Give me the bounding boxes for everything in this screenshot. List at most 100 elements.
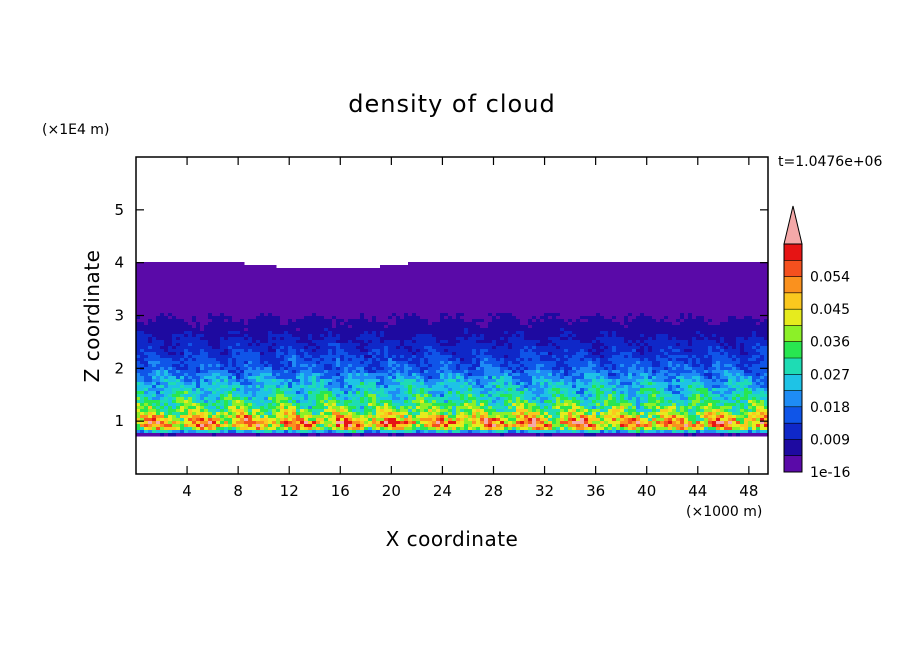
density-cell (180, 349, 185, 353)
density-cell (572, 328, 577, 332)
density-cell (436, 334, 441, 338)
density-cell (556, 340, 561, 344)
density-cell (140, 334, 145, 338)
density-cell (372, 322, 377, 326)
density-cell (216, 271, 221, 275)
density-cell (340, 343, 345, 347)
density-cell (268, 328, 273, 332)
density-cell (292, 280, 297, 284)
density-cell (196, 286, 201, 290)
density-cell (324, 346, 329, 350)
density-cell (316, 301, 321, 305)
density-cell (200, 280, 205, 284)
density-cell (728, 334, 733, 338)
density-cell (180, 283, 185, 287)
density-cell (248, 274, 253, 278)
density-cell (468, 274, 473, 278)
density-cell (296, 310, 301, 314)
density-cell (372, 328, 377, 332)
density-cell (180, 301, 185, 305)
density-cell (256, 268, 261, 272)
density-cell (428, 343, 433, 347)
density-cell (608, 304, 613, 308)
density-cell (480, 301, 485, 305)
density-cell (224, 319, 229, 323)
density-cell (216, 268, 221, 272)
density-cell (432, 262, 437, 266)
density-cell (452, 325, 457, 329)
density-cell (544, 331, 549, 335)
density-cell (152, 298, 157, 302)
density-cell (736, 280, 741, 284)
density-cell (380, 265, 385, 269)
density-cell (680, 310, 685, 314)
density-cell (744, 331, 749, 335)
density-cell (464, 268, 469, 272)
density-cell (644, 298, 649, 302)
density-cell (388, 304, 393, 308)
density-cell (712, 349, 717, 353)
density-cell (680, 316, 685, 320)
density-cell (440, 325, 445, 329)
density-cell (440, 331, 445, 335)
density-cell (276, 355, 281, 359)
density-cell (652, 346, 657, 350)
density-cell (304, 328, 309, 332)
density-cell (660, 271, 665, 275)
density-cell (504, 289, 509, 293)
density-cell (708, 340, 713, 344)
density-cell (148, 268, 153, 272)
density-cell (460, 352, 465, 356)
density-cell (292, 283, 297, 287)
density-cell (244, 310, 249, 314)
density-cell (168, 331, 173, 335)
density-cell (508, 310, 513, 314)
density-cell (388, 280, 393, 284)
density-cell (580, 352, 585, 356)
density-cell (328, 343, 333, 347)
density-cell (612, 271, 617, 275)
density-cell (688, 355, 693, 359)
density-cell (224, 331, 229, 335)
density-cell (184, 337, 189, 341)
density-cell (292, 355, 297, 359)
density-cell (260, 313, 265, 317)
density-cell (228, 301, 233, 305)
density-cell (624, 322, 629, 326)
density-cell (176, 292, 181, 296)
density-cell (692, 274, 697, 278)
density-cell (180, 292, 185, 296)
density-cell (200, 292, 205, 296)
density-cell (236, 355, 241, 359)
density-cell (664, 343, 669, 347)
density-cell (520, 274, 525, 278)
density-cell (664, 334, 669, 338)
density-cell (420, 280, 425, 284)
density-cell (276, 310, 281, 314)
density-cell (480, 349, 485, 353)
density-cell (584, 331, 589, 335)
density-cell (376, 289, 381, 293)
density-cell (668, 328, 673, 332)
density-cell (196, 265, 201, 269)
density-cell (432, 316, 437, 320)
density-cell (732, 337, 737, 341)
density-cell (156, 340, 161, 344)
density-cell (448, 295, 453, 299)
density-cell (152, 325, 157, 329)
density-cell (736, 319, 741, 323)
density-cell (172, 271, 177, 275)
density-cell (160, 301, 165, 305)
density-cell (704, 301, 709, 305)
density-cell (476, 307, 481, 311)
density-cell (624, 271, 629, 275)
density-cell (696, 337, 701, 341)
density-cell (160, 346, 165, 350)
density-cell (636, 343, 641, 347)
density-cell (536, 340, 541, 344)
density-cell (448, 328, 453, 332)
density-cell (696, 283, 701, 287)
density-cell (344, 292, 349, 296)
density-cell (460, 340, 465, 344)
density-cell (236, 343, 241, 347)
